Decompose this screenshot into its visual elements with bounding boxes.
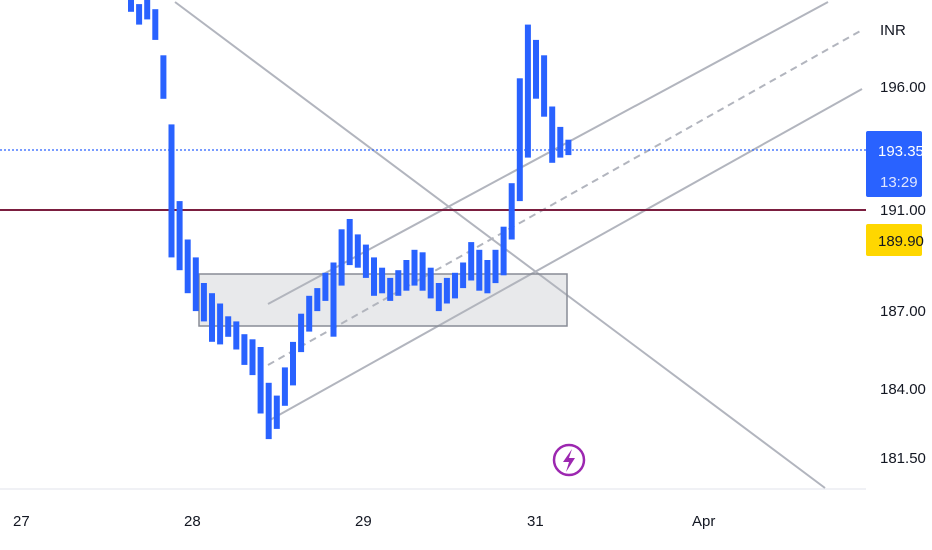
highlight-price-badge (866, 224, 922, 256)
price-bar (281, 367, 288, 406)
price-bar (273, 395, 280, 429)
price-bar (314, 288, 321, 312)
price-bar (168, 124, 175, 258)
price-bar (200, 283, 207, 322)
price-bar (460, 262, 467, 289)
price-bar (160, 55, 167, 99)
price-tick-label: 187.00 (880, 303, 926, 320)
price-bar (443, 277, 450, 304)
level-price-label: 191.00 (880, 202, 926, 219)
price-bar (500, 226, 507, 276)
price-bar (241, 334, 248, 365)
price-bar (192, 257, 199, 312)
time-tick-label: Apr (692, 513, 715, 530)
price-bar (387, 277, 394, 301)
price-bar (371, 257, 377, 296)
price-bar (549, 106, 556, 163)
price-bar (290, 341, 296, 386)
price-bar (209, 293, 215, 342)
price-bar (257, 347, 264, 414)
price-tick-label: 196.00 (880, 79, 926, 96)
price-bar (152, 9, 159, 40)
price-bar (233, 321, 240, 350)
price-bar (395, 270, 402, 296)
price-bar (492, 249, 499, 284)
time-axis[interactable]: 27 28 29 31 Apr (0, 488, 866, 530)
price-bar (524, 24, 531, 158)
price-bar (136, 4, 143, 25)
descending-trend-line (174, 1, 826, 489)
price-bar (403, 260, 410, 291)
price-bar (516, 78, 523, 202)
price-bar (362, 244, 369, 278)
price-bar (379, 267, 386, 294)
price-bar (468, 242, 475, 281)
price-bar (427, 267, 434, 299)
channel-lower-line (269, 88, 863, 421)
price-bar (565, 139, 572, 156)
currency-label: INR (880, 22, 906, 39)
price-bar (411, 249, 418, 286)
price-bar (330, 262, 337, 337)
price-bar (508, 183, 515, 240)
price-bar (346, 219, 353, 266)
time-tick-label: 27 (13, 513, 30, 530)
highlight-price-value: 189.90 (878, 233, 924, 250)
price-bar (435, 283, 442, 312)
bar-countdown: 13:29 (880, 174, 918, 191)
price-bar (354, 234, 361, 268)
price-bar (541, 55, 548, 117)
drawings (174, 1, 863, 489)
price-bar (533, 39, 539, 99)
price-bar (557, 126, 564, 158)
time-tick-label: 28 (184, 513, 201, 530)
last-price-badge (866, 131, 922, 197)
price-bar (265, 382, 272, 440)
channel-middle-line (267, 29, 863, 366)
price-bars (128, 0, 572, 440)
channel-upper-line (267, 1, 829, 305)
price-bar (338, 229, 345, 286)
price-bar (176, 201, 183, 271)
price-bar (298, 313, 305, 353)
price-tick-label: 184.00 (880, 381, 926, 398)
price-bar (306, 295, 313, 332)
price-tick-label: 181.50 (880, 450, 926, 467)
price-bar (249, 339, 256, 376)
price-bar (184, 239, 191, 294)
price-bar (128, 0, 134, 12)
price-axis[interactable]: INR 196.00 187.00 184.00 181.50 191.00 1… (866, 0, 932, 490)
lightning-icon[interactable] (552, 443, 586, 477)
time-tick-label: 29 (355, 513, 372, 530)
price-bar (484, 260, 491, 294)
last-price-value: 193.35 (878, 143, 924, 160)
price-bar (419, 252, 426, 291)
price-bar (217, 303, 224, 345)
price-bar (144, 0, 151, 20)
price-bar (452, 272, 458, 299)
price-bar (476, 249, 483, 291)
price-bar (322, 272, 329, 301)
price-bar (225, 316, 232, 337)
time-tick-label: 31 (527, 513, 544, 530)
